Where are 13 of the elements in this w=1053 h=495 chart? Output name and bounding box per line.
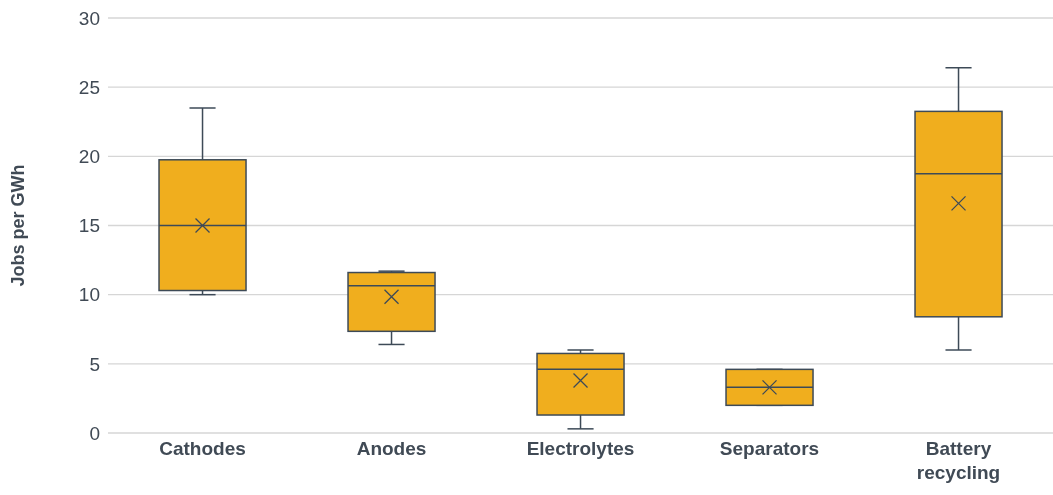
y-tick-label: 25 bbox=[78, 76, 100, 98]
x-tick-label: Cathodes bbox=[159, 438, 246, 459]
x-tick-label: Anodes bbox=[356, 438, 427, 459]
y-tick-label: 20 bbox=[78, 146, 100, 168]
y-tick-label: 10 bbox=[78, 284, 100, 306]
x-tick-label: Separators bbox=[719, 438, 820, 459]
x-tick-label: Electrolytes bbox=[526, 438, 635, 459]
y-tick-label: 30 bbox=[78, 7, 100, 29]
y-tick-label: 5 bbox=[89, 353, 100, 375]
y-tick-label: 15 bbox=[78, 215, 100, 237]
y-axis-title: Jobs per GWh bbox=[8, 164, 29, 287]
x-tick-label: Battery recycling bbox=[916, 438, 1001, 483]
y-tick-label: 0 bbox=[89, 422, 100, 444]
